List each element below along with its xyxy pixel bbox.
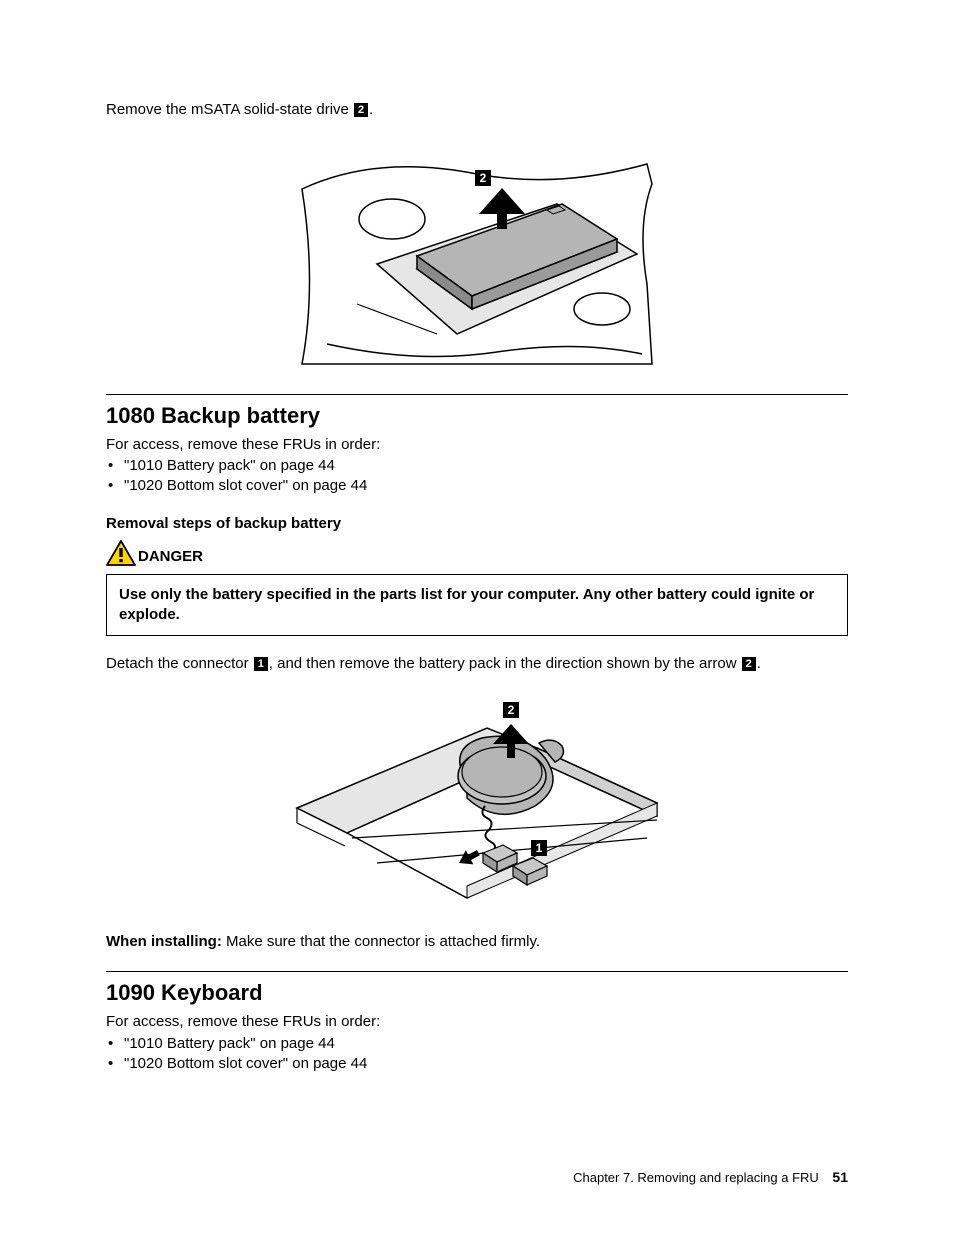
figure-backup-battery: 2 1 [106, 688, 848, 918]
page-footer: Chapter 7. Removing and replacing a FRU … [573, 1169, 848, 1185]
detach-line: Detach the connector 1, and then remove … [106, 654, 848, 674]
figure-msata-svg: 2 [297, 134, 657, 374]
figure-msata: 2 [106, 134, 848, 374]
figure2-callout-1: 1 [536, 841, 543, 855]
install-note: When installing: Make sure that the conn… [106, 932, 848, 952]
danger-triangle-icon [106, 540, 136, 566]
list-item: "1020 Bottom slot cover" on page 44 [106, 1054, 848, 1074]
access-text-1080: For access, remove these FRUs in order: [106, 435, 848, 455]
heading-1090: 1090 Keyboard [106, 980, 848, 1006]
fru-list-1090: "1010 Battery pack" on page 44 "1020 Bot… [106, 1034, 848, 1075]
document-page: Remove the mSATA solid-state drive 2. [0, 0, 954, 1235]
intro-text-before: Remove the mSATA solid-state drive [106, 101, 353, 118]
detach-t3: . [757, 655, 761, 672]
intro-paragraph: Remove the mSATA solid-state drive 2. [106, 100, 848, 120]
detach-t1: Detach the connector [106, 655, 253, 672]
figure2-callout-2: 2 [508, 703, 515, 717]
footer-page-number: 51 [832, 1169, 848, 1185]
danger-row: DANGER [106, 540, 848, 566]
intro-text-after: . [369, 101, 373, 118]
subheading-removal-steps: Removal steps of backup battery [106, 515, 848, 532]
callout-2-inline: 2 [354, 103, 368, 117]
section-divider-1 [106, 394, 848, 395]
list-item: "1020 Bottom slot cover" on page 44 [106, 476, 848, 496]
install-note-rest: Make sure that the connector is attached… [222, 933, 540, 950]
danger-warning-box: Use only the battery specified in the pa… [106, 574, 848, 637]
figure-backup-battery-svg: 2 1 [287, 688, 667, 918]
heading-1080: 1080 Backup battery [106, 403, 848, 429]
danger-label: DANGER [138, 548, 203, 566]
section-divider-2 [106, 971, 848, 972]
detach-t2: , and then remove the battery pack in th… [269, 655, 741, 672]
list-item: "1010 Battery pack" on page 44 [106, 456, 848, 476]
list-item: "1010 Battery pack" on page 44 [106, 1034, 848, 1054]
footer-chapter: Chapter 7. Removing and replacing a FRU [573, 1170, 819, 1185]
access-text-1090: For access, remove these FRUs in order: [106, 1012, 848, 1032]
callout-2-inline-b: 2 [742, 657, 756, 671]
install-note-lead: When installing: [106, 933, 222, 950]
callout-1-inline: 1 [254, 657, 268, 671]
fru-list-1080: "1010 Battery pack" on page 44 "1020 Bot… [106, 456, 848, 497]
figure1-callout-label: 2 [480, 171, 487, 185]
